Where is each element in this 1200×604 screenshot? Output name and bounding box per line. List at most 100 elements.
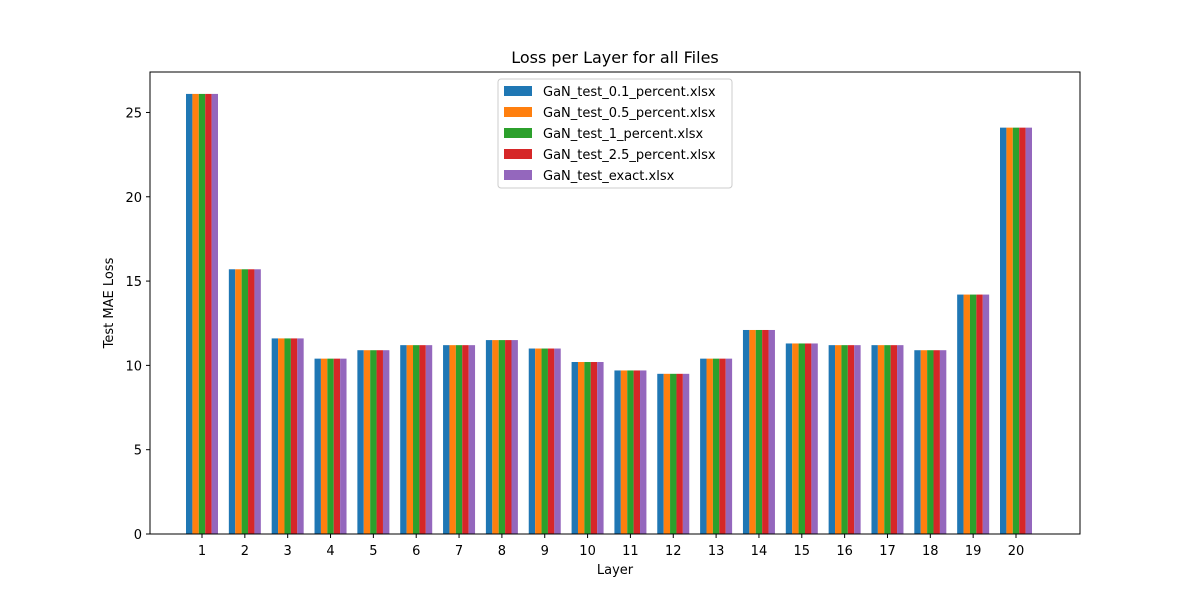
bar-layer-4-series-4 [333,358,341,534]
bar-layer-4-series-2 [320,358,328,534]
bar-layer-2-series-2 [235,269,242,534]
bar-layer-4-series-3 [327,358,334,534]
bar-layer-2-series-1 [228,269,236,534]
bar-layer-18-series-5 [939,350,947,534]
bar-layer-13-series-4 [719,358,726,534]
bar-layer-11-series-3 [627,370,634,534]
bar-layer-18-series-3 [927,350,934,534]
bar-layer-19-series-5 [982,294,990,534]
bar-layer-8-series-4 [505,340,512,534]
x-tick-label: 16 [836,544,853,559]
legend-label: GaN_test_2.5_percent.xlsx [543,148,716,163]
x-tick-label: 18 [922,544,939,559]
bar-layer-16-series-2 [835,345,842,534]
bar-layer-12-series-3 [670,373,677,534]
bar-layer-2-series-5 [254,269,261,534]
bar-layer-3-series-1 [271,338,279,534]
bar-layer-15-series-2 [792,343,799,534]
bar-layer-12-series-5 [682,373,690,534]
bar-layer-19-series-4 [976,294,983,534]
bar-layer-14-series-3 [755,329,763,534]
y-tick-label: 15 [125,275,142,290]
bar-layer-17-series-3 [884,345,891,534]
legend-label: GaN_test_0.1_percent.xlsx [543,85,716,100]
bar-layer-16-series-4 [847,345,855,534]
bar-layer-15-series-5 [811,343,818,534]
bar-layer-1-series-3 [198,93,206,535]
bar-layer-9-series-5 [554,348,561,534]
bar-layer-6-series-2 [406,345,414,534]
y-tick-label: 0 [134,528,142,543]
bar-layer-6-series-3 [413,345,420,534]
bar-layer-7-series-2 [449,345,456,534]
plot-frame [149,71,1081,535]
bar-layer-17-series-4 [890,345,898,534]
legend-swatch [504,170,532,180]
bar-layer-9-series-2 [535,348,542,534]
bars-group [186,93,1032,535]
legend-label: GaN_test_exact.xlsx [543,169,675,184]
bar-layer-14-series-5 [768,329,775,534]
bar-layer-13-series-3 [712,358,720,534]
x-tick-label: 19 [965,544,982,559]
x-tick-label: 8 [498,544,506,559]
x-tick-label: 11 [622,544,639,559]
bar-layer-9-series-3 [541,348,548,534]
bar-layer-4-series-1 [314,358,321,534]
x-tick-label: 12 [665,544,682,559]
x-tick-label: 10 [579,544,596,559]
bar-layer-10-series-1 [571,362,578,534]
bar-layer-1-series-5 [211,93,218,535]
bar-layer-16-series-3 [841,345,848,534]
x-tick-label: 15 [794,544,811,559]
bar-layer-13-series-1 [700,358,707,534]
x-tick-label: 7 [455,544,463,559]
y-axis-label: Test MAE Loss [102,257,117,349]
y-tick-label: 10 [125,359,142,374]
bar-layer-20-series-3 [1012,127,1020,534]
bar-layer-5-series-4 [376,350,383,534]
legend-swatch [504,86,532,96]
x-tick-label: 6 [412,544,420,559]
bar-layer-5-series-2 [363,350,371,534]
bar-layer-17-series-1 [871,345,878,534]
bar-layer-9-series-4 [547,348,555,534]
x-tick-label: 3 [284,544,292,559]
bar-layer-11-series-2 [620,370,628,534]
bar-layer-5-series-5 [382,350,390,534]
legend-swatch [504,128,532,138]
bar-layer-10-series-4 [590,362,598,534]
bar-layer-20-series-1 [1000,127,1007,534]
x-axis-label: Layer [597,563,634,578]
x-tick-label: 9 [541,544,549,559]
y-tick-label: 25 [125,106,142,121]
bar-layer-8-series-5 [511,340,518,534]
bar-layer-13-series-2 [706,358,713,534]
bar-layer-20-series-2 [1006,127,1013,534]
bar-layer-8-series-1 [485,340,493,534]
bar-layer-17-series-2 [877,345,885,534]
bar-layer-13-series-5 [725,358,733,534]
bar-layer-14-series-1 [742,329,750,534]
bar-layer-3-series-5 [297,338,304,534]
bar-layer-11-series-1 [614,370,621,534]
bar-layer-10-series-5 [597,362,604,534]
bar-layer-12-series-1 [657,373,664,534]
x-axis-ticks: 1 2 3 4 5 6 7 8 9 10 11 12 13 14 15 16 17 18 19 20 [198,534,1024,559]
bar-layer-20-series-5 [1025,127,1032,534]
bar-layer-11-series-5 [640,370,647,534]
bar-layer-2-series-4 [248,269,255,534]
y-tick-label: 20 [125,191,142,206]
bar-layer-7-series-3 [455,345,463,534]
x-tick-label: 14 [751,544,768,559]
bar-layer-15-series-3 [798,343,805,534]
bar-layer-14-series-4 [762,329,769,534]
bar-layer-8-series-3 [498,340,506,534]
bar-layer-10-series-3 [584,362,591,534]
legend: GaN_test_0.1_percent.xlsx GaN_test_0.5_pe… [497,78,733,189]
bar-layer-4-series-5 [340,358,347,534]
bar-layer-7-series-5 [468,345,476,534]
legend-swatch [504,149,532,159]
bar-layer-12-series-4 [676,373,683,534]
